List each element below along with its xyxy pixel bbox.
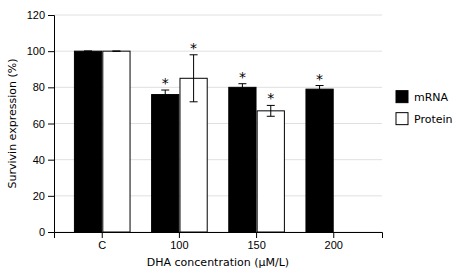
- y-axis: 0 20 40 60 80 100 120: [27, 9, 55, 238]
- y-tick: 40: [33, 154, 54, 166]
- legend: mRNA Protein: [396, 91, 453, 126]
- bars: [74, 51, 333, 232]
- tick-mark: [256, 232, 257, 238]
- error-bar: [267, 105, 275, 116]
- y-axis-title: Survivin expression (%): [6, 59, 19, 189]
- legend-item: Protein: [396, 113, 453, 126]
- bar: [229, 87, 256, 232]
- y-tick: 60: [33, 118, 54, 130]
- tick-label: 40: [33, 154, 45, 166]
- annotation: *: [267, 90, 274, 106]
- tick-label: C: [98, 239, 106, 251]
- error-bar: [84, 51, 92, 52]
- error-bar: [161, 90, 169, 99]
- bar: [103, 51, 130, 232]
- legend-label: mRNA: [414, 91, 449, 104]
- tick-mark: [48, 160, 54, 161]
- annotation: *: [162, 75, 169, 91]
- annotation: *: [239, 69, 246, 85]
- tick-mark: [48, 87, 54, 88]
- bar: [74, 51, 101, 232]
- legend-label: Protein: [414, 113, 453, 126]
- tick-label: 100: [27, 45, 45, 57]
- y-tick: 120: [27, 9, 54, 21]
- bar: [152, 95, 179, 232]
- tick-label: 0: [39, 226, 45, 238]
- annotation: *: [316, 71, 323, 87]
- bar: [257, 111, 284, 232]
- x-tick: 100: [170, 232, 188, 251]
- annotation: *: [190, 40, 197, 56]
- tick-mark: [333, 232, 334, 238]
- y-tick: 100: [27, 45, 54, 57]
- x-axis: C 100 150 200: [55, 232, 383, 251]
- tick-mark: [48, 124, 54, 125]
- bar: [306, 89, 333, 232]
- y-tick: 80: [33, 81, 54, 93]
- tick-mark: [179, 232, 180, 238]
- x-axis-title: DHA concentration (μM/L): [147, 256, 289, 269]
- annotations: * * * * *: [162, 40, 323, 107]
- legend-swatch: [396, 91, 408, 103]
- plot: 0 20 40 60 80 100 120 C 100 150 200 * * * * * DHA concen…: [6, 9, 453, 269]
- tick-label: 60: [33, 118, 45, 130]
- grid-line: [54, 15, 382, 16]
- tick-mark: [48, 232, 54, 233]
- tick-label: 20: [33, 190, 45, 202]
- tick-label: 80: [33, 81, 45, 93]
- tick-mark: [48, 15, 54, 16]
- tick-mark: [102, 232, 103, 238]
- x-tick: 150: [247, 232, 265, 251]
- tick-label: 100: [170, 239, 188, 251]
- error-bar: [316, 86, 324, 93]
- legend-item: mRNA: [396, 91, 449, 104]
- tick-mark: [48, 51, 54, 52]
- tick-label: 200: [325, 239, 343, 251]
- error-bar: [190, 55, 198, 102]
- error-bar: [238, 84, 246, 91]
- y-tick: 20: [33, 190, 54, 202]
- tick-label: 150: [247, 239, 265, 251]
- chart: 0 20 40 60 80 100 120 C 100 150 200 * * * * * DHA concen…: [0, 0, 472, 274]
- tick-mark: [48, 196, 54, 197]
- x-tick: 200: [325, 232, 343, 251]
- axis-line: [55, 233, 383, 239]
- y-tick: 0: [39, 226, 54, 238]
- legend-swatch: [396, 113, 408, 125]
- tick-label: 120: [27, 9, 45, 21]
- axis-line: [48, 16, 55, 233]
- x-tick: C: [98, 232, 106, 251]
- error-bar: [112, 51, 120, 52]
- grid: [54, 15, 382, 232]
